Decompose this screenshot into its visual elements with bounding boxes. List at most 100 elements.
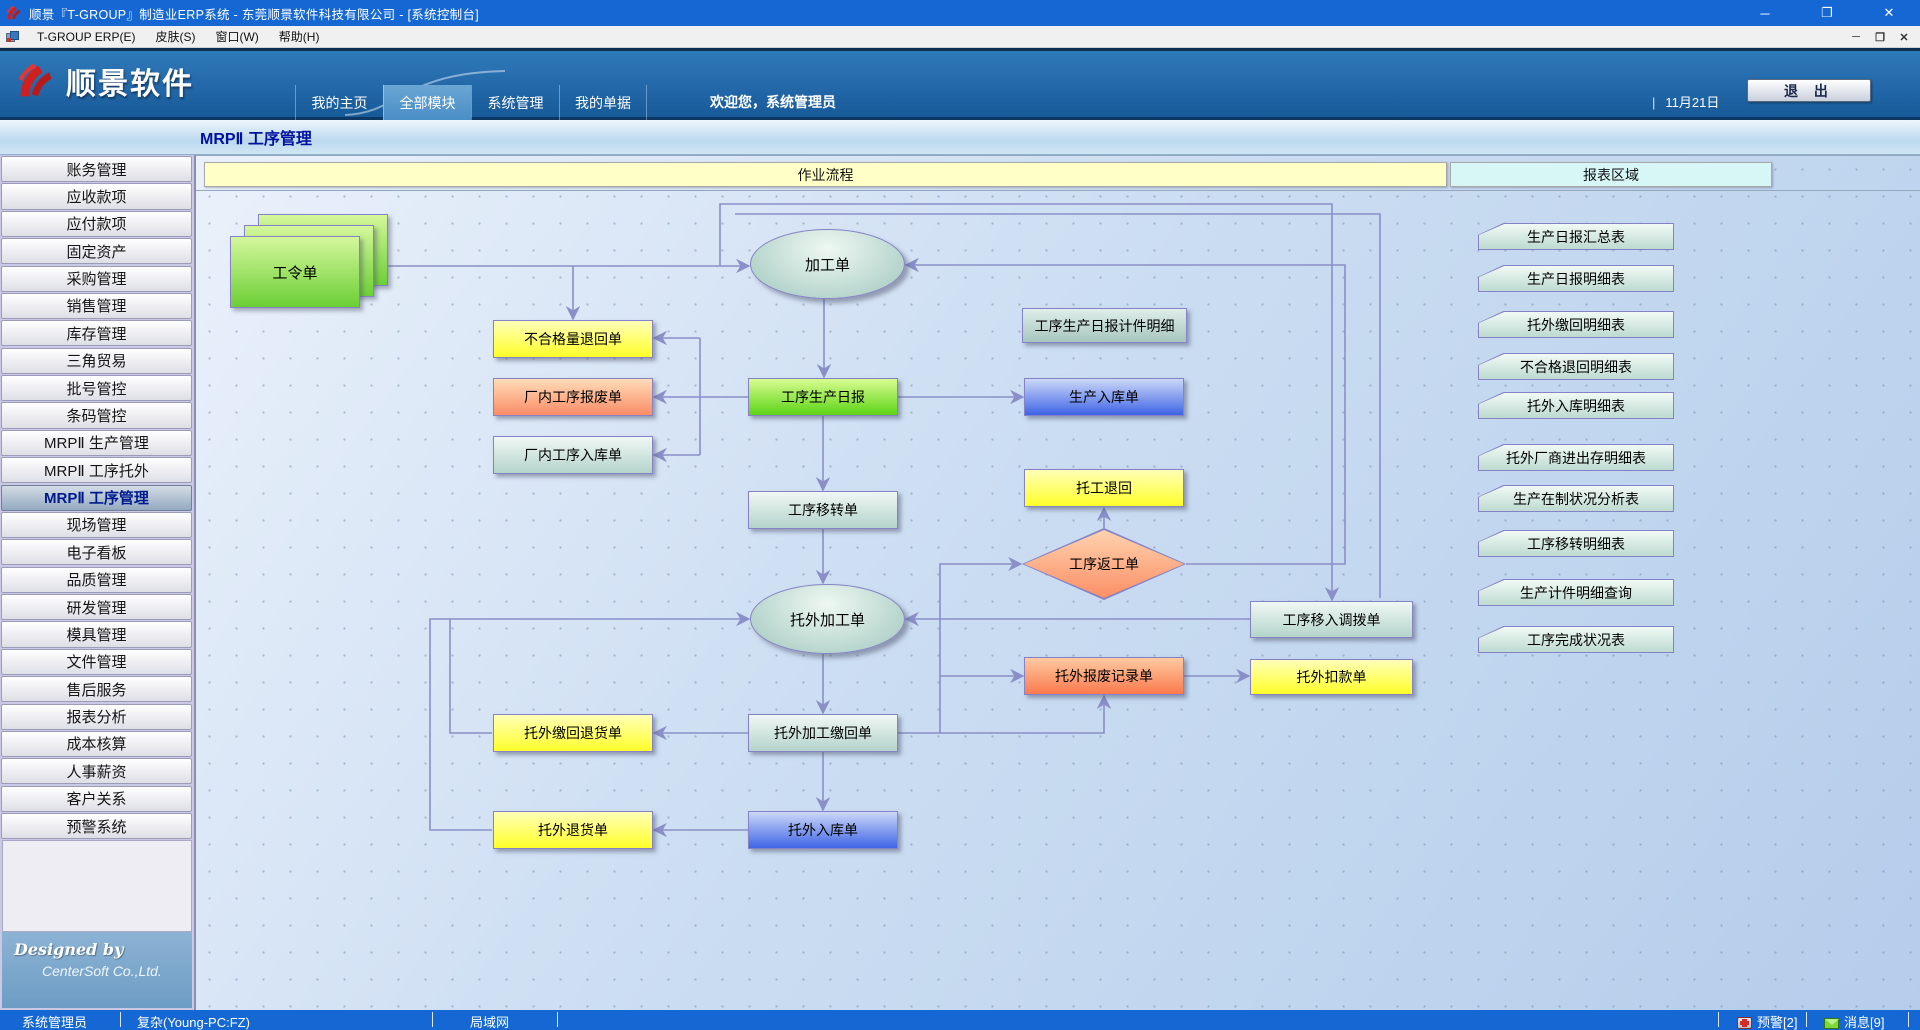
- sidebar-item-report-analysis[interactable]: 报表分析: [1, 703, 192, 730]
- vendor-name-text: CenterSoft Co.,Ltd.: [42, 963, 162, 979]
- date-separator: |: [1652, 95, 1656, 110]
- breadcrumb: MRPⅡ 工序管理: [0, 120, 1920, 155]
- exit-button[interactable]: 退 出: [1747, 79, 1871, 102]
- sidebar-item-shopfloor[interactable]: 现场管理: [1, 511, 192, 539]
- report-button-daily-detail[interactable]: 生产日报明细表: [1478, 265, 1674, 292]
- sidebar-item-document[interactable]: 文件管理: [1, 648, 192, 675]
- status-alerts[interactable]: 预警[2]: [1737, 1012, 1797, 1030]
- flow-node-shape: 加工单: [750, 229, 905, 299]
- menu-window[interactable]: 窗口(W): [215, 30, 259, 44]
- flow-node-outwork-return[interactable]: 托工退回: [1024, 469, 1184, 507]
- menu-tgroup[interactable]: T-GROUP ERP(E): [37, 30, 136, 44]
- flow-node-reject-return[interactable]: 不合格量退回单: [493, 320, 653, 358]
- close-button[interactable]: ✕: [1883, 5, 1895, 20]
- sidebar-item-mrp2-process[interactable]: MRPⅡ 工序管理: [1, 484, 192, 511]
- workflow-canvas: 作业流程 报表区域 工令单 加工单 不合格量退回单 厂内工序报废单 厂内工序入库单 工序生…: [196, 155, 1920, 1010]
- report-button-reject-return-detail[interactable]: 不合格退回明细表: [1478, 353, 1674, 380]
- sidebar-item-fixed-assets[interactable]: 固定资产: [1, 238, 192, 265]
- main-nav-tabs: 我的主页 全部模块 系统管理 我的单据: [295, 85, 647, 120]
- tab-documents[interactable]: 我的单据: [559, 85, 647, 120]
- flow-node-process-order[interactable]: 加工单: [750, 229, 905, 299]
- report-button-shape: [1479, 224, 1673, 249]
- report-button-piecework-query[interactable]: 生产计件明细查询: [1478, 579, 1674, 606]
- report-area-header: 报表区域: [1450, 162, 1772, 187]
- flow-node-process-daily-report[interactable]: 工序生产日报: [748, 378, 898, 416]
- sidebar-item-inventory[interactable]: 库存管理: [1, 320, 192, 347]
- sidebar-item-kanban[interactable]: 电子看板: [1, 539, 192, 566]
- restore-button[interactable]: ❐: [1821, 5, 1833, 20]
- menu-skin[interactable]: 皮肤(S): [155, 30, 196, 44]
- report-button-transfer-detail[interactable]: 工序移转明细表: [1478, 530, 1674, 557]
- flow-node-work-order[interactable]: 工令单: [230, 214, 388, 308]
- report-button-label: 托外入库明细表: [1527, 397, 1625, 414]
- sidebar-item-sales[interactable]: 销售管理: [1, 292, 192, 320]
- flow-node-outsourcing-process-return[interactable]: 托外加工缴回单: [748, 714, 898, 752]
- report-button-process-completion[interactable]: 工序完成状况表: [1478, 626, 1674, 653]
- status-bar: 系统管理员 复杂(Young-PC:FZ) 局域网 预警[2] 消息[9]: [0, 1010, 1920, 1030]
- flow-node-process-rework[interactable]: 工序返工单: [1022, 528, 1186, 600]
- report-button-outsourcing-inbound-detail[interactable]: 托外入库明细表: [1478, 392, 1674, 419]
- sidebar-item-mrp2-outsourcing[interactable]: MRPⅡ 工序托外: [1, 457, 192, 484]
- sidebar-item-barcode-control[interactable]: 条码管控: [1, 402, 192, 429]
- flow-node-piecework-detail[interactable]: 工序生产日报计件明细: [1022, 308, 1187, 343]
- flow-node-outsourcing-goods-return[interactable]: 托外退货单: [493, 811, 653, 849]
- sidebar-item-hr-payroll[interactable]: 人事薪资: [1, 758, 192, 785]
- sidebar-item-triangle-trade[interactable]: 三角贸易: [1, 347, 192, 374]
- report-button-wip-analysis[interactable]: 生产在制状况分析表: [1478, 485, 1674, 512]
- flow-node-outsourcing-return-refund[interactable]: 托外缴回退货单: [493, 714, 653, 752]
- report-button-label: 托外厂商进出存明细表: [1506, 449, 1646, 466]
- tab-home[interactable]: 我的主页: [295, 85, 383, 120]
- sidebar-item-after-sales[interactable]: 售后服务: [1, 676, 192, 703]
- brand-logo: 顺景软件: [14, 59, 194, 103]
- flow-node-transfer-in-allocation[interactable]: 工序移入调拨单: [1250, 601, 1413, 638]
- brand-logo-text: 顺景软件: [66, 68, 194, 101]
- flow-node-production-inbound[interactable]: 生产入库单: [1024, 378, 1184, 416]
- flow-node-outsourcing-scrap-record[interactable]: 托外报废记录单: [1024, 657, 1184, 695]
- sidebar-item-purchase[interactable]: 采购管理: [1, 265, 192, 292]
- flow-connector: [939, 556, 1023, 733]
- page-title: MRPⅡ 工序管理: [200, 131, 312, 148]
- flow-node-card: 工令单: [230, 236, 360, 308]
- designed-by-text: Designed by: [14, 940, 124, 959]
- flow-node-label: 工序返工单: [1069, 556, 1139, 572]
- tab-system[interactable]: 系统管理: [471, 85, 559, 120]
- minimize-button[interactable]: ─: [1760, 5, 1770, 21]
- flow-node-outsourcing-deduction[interactable]: 托外扣款单: [1250, 659, 1413, 695]
- sidebar-item-lot-control[interactable]: 批号管控: [1, 375, 192, 402]
- report-button-vendor-inout-detail[interactable]: 托外厂商进出存明细表: [1478, 444, 1674, 471]
- sidebar-item-alert-system[interactable]: 预警系统: [1, 813, 192, 840]
- report-button-shape: [1479, 266, 1673, 291]
- status-messages[interactable]: 消息[9]: [1824, 1012, 1884, 1030]
- report-button-shape: [1479, 354, 1673, 379]
- mdi-close-button[interactable]: ✕: [1899, 31, 1909, 44]
- sidebar-item-crm[interactable]: 客户关系: [1, 785, 192, 812]
- report-button-daily-summary[interactable]: 生产日报汇总表: [1478, 223, 1674, 250]
- menu-help[interactable]: 帮助(H): [278, 30, 320, 44]
- report-button-label: 生产日报汇总表: [1527, 228, 1625, 245]
- report-button-shape: [1479, 486, 1673, 511]
- app-logo-icon: [6, 5, 21, 20]
- flow-node-inplant-scrap[interactable]: 厂内工序报废单: [493, 378, 653, 416]
- sidebar-item-mold[interactable]: 模具管理: [1, 621, 192, 648]
- sidebar-item-accounting[interactable]: 账务管理: [1, 156, 192, 183]
- mdi-restore-button[interactable]: ❐: [1875, 31, 1885, 44]
- flow-node-process-transfer[interactable]: 工序移转单: [748, 491, 898, 529]
- report-button-outsourcing-return-detail[interactable]: 托外缴回明细表: [1478, 311, 1674, 338]
- sidebar-item-receivable[interactable]: 应收款项: [1, 183, 192, 210]
- flow-node-outsourcing-inbound[interactable]: 托外入库单: [748, 811, 898, 849]
- flow-node-outsourcing-order[interactable]: 托外加工单: [750, 584, 905, 654]
- sidebar-item-mrp2-production[interactable]: MRPⅡ 生产管理: [1, 429, 192, 456]
- sidebar-item-cost[interactable]: 成本核算: [1, 730, 192, 758]
- tab-modules[interactable]: 全部模块: [383, 85, 471, 120]
- mdi-minimize-button[interactable]: ─: [1852, 31, 1860, 43]
- sidebar-item-rnd[interactable]: 研发管理: [1, 594, 192, 621]
- flow-node-inplant-inbound[interactable]: 厂内工序入库单: [493, 436, 653, 474]
- report-button-shape: [1479, 393, 1673, 418]
- status-host: 复杂(Young-PC:FZ): [137, 1015, 250, 1030]
- report-button-label: 生产日报明细表: [1527, 270, 1625, 287]
- alerts-label: 预警[2]: [1757, 1015, 1798, 1030]
- message-icon: [1824, 1018, 1839, 1029]
- sidebar-item-quality[interactable]: 品质管理: [1, 566, 192, 593]
- app-header: 顺景软件 我的主页 全部模块 系统管理 我的单据 欢迎您，系统管理员 | 11月21日 …: [0, 48, 1920, 120]
- sidebar-item-payable[interactable]: 应付款项: [1, 210, 192, 237]
